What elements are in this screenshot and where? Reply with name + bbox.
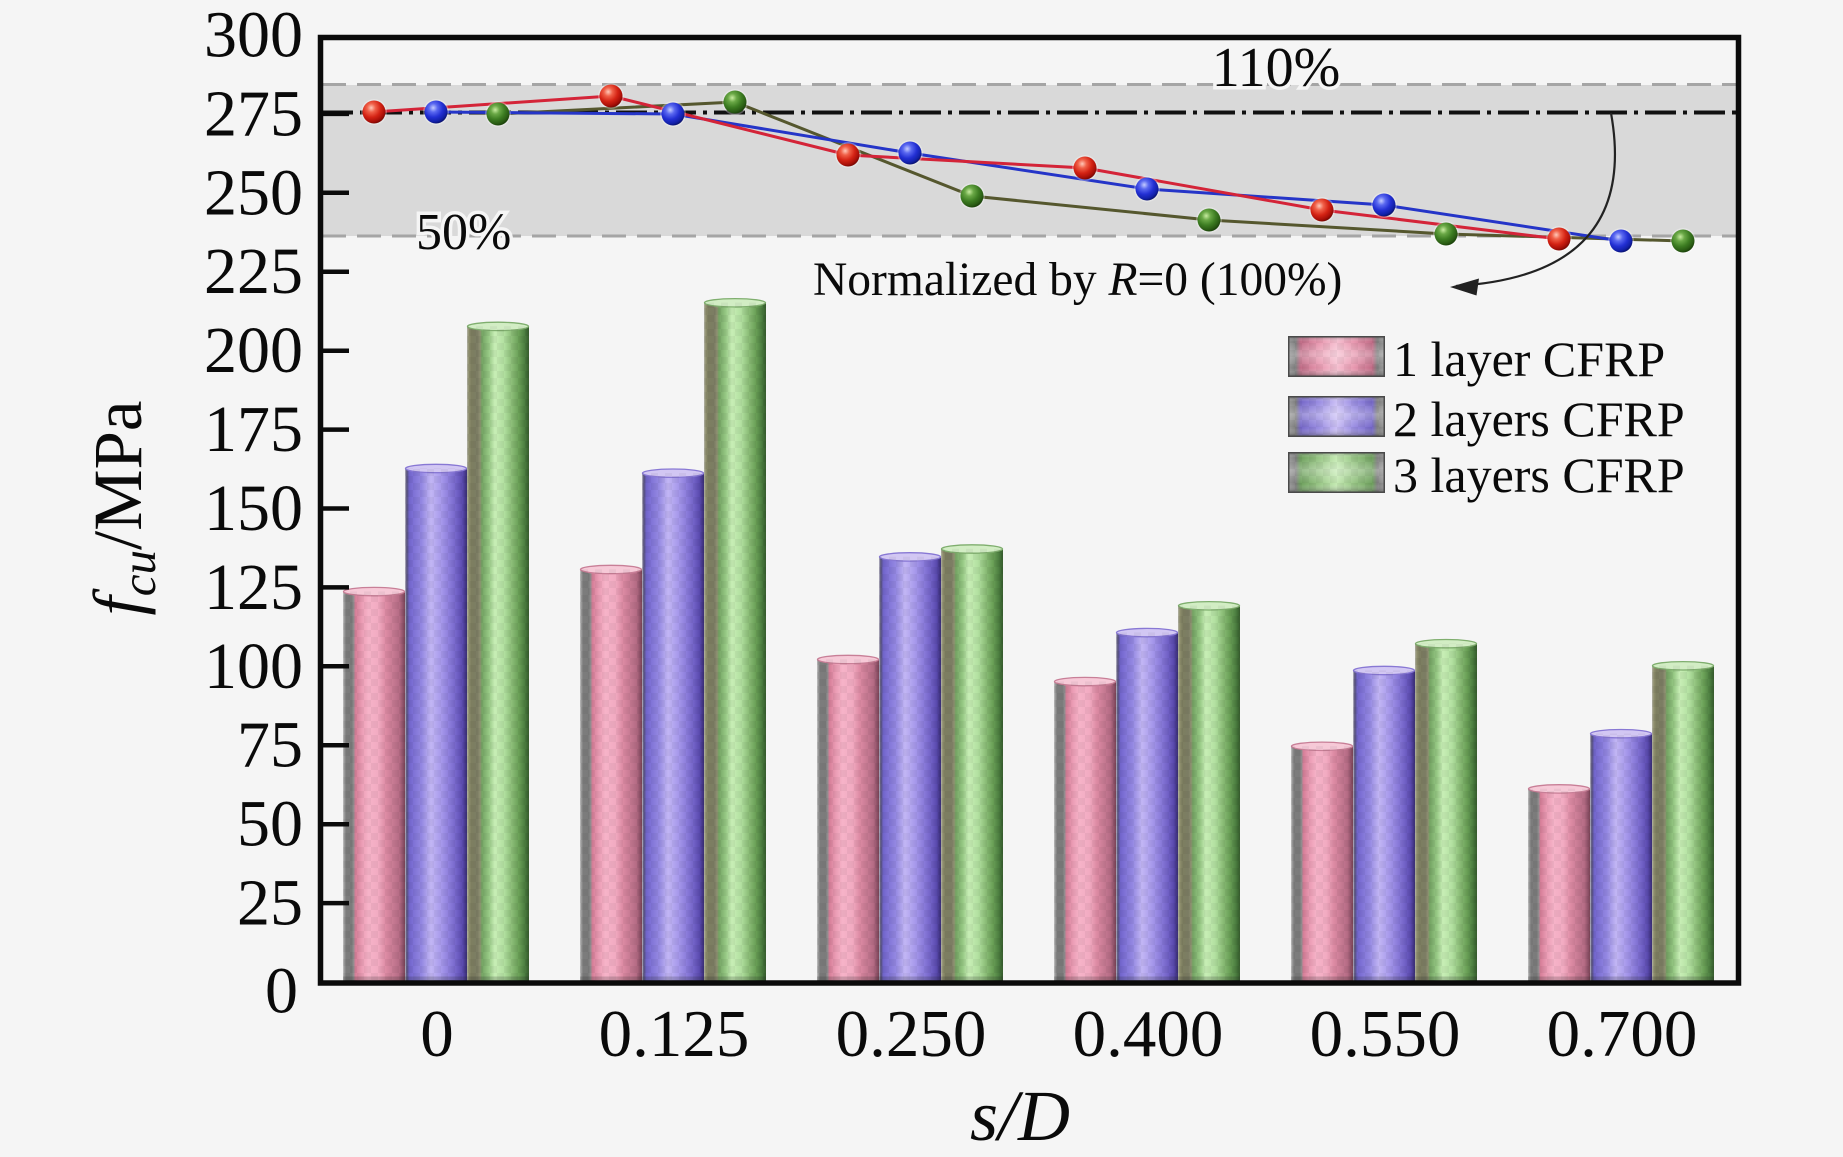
svg-text:0.700: 0.700 (1547, 997, 1698, 1071)
svg-text:275: 275 (204, 77, 303, 150)
svg-text:200: 200 (204, 314, 303, 387)
svg-text:175: 175 (204, 393, 303, 466)
svg-text:110%: 110% (1212, 37, 1341, 99)
svg-text:s/D: s/D (970, 1076, 1070, 1156)
svg-text:0.250: 0.250 (836, 997, 987, 1071)
svg-text:0.400: 0.400 (1073, 997, 1224, 1071)
svg-text:0: 0 (420, 997, 454, 1071)
svg-text:1 layer CFRP: 1 layer CFRP (1393, 331, 1665, 387)
svg-text:0: 0 (265, 955, 298, 1028)
svg-text:75: 75 (237, 709, 303, 782)
svg-text:100: 100 (204, 630, 303, 703)
svg-text:300: 300 (204, 0, 303, 72)
svg-text:0.125: 0.125 (599, 997, 750, 1071)
svg-text:25: 25 (237, 867, 303, 940)
svg-text:50%: 50% (416, 204, 511, 261)
svg-text:3 layers CFRP: 3 layers CFRP (1393, 447, 1685, 503)
svg-text:125: 125 (204, 551, 303, 624)
svg-text:Normalized by R=0 (100%): Normalized by R=0 (100%) (813, 254, 1342, 306)
svg-text:150: 150 (204, 472, 303, 545)
svg-text:2 layers CFRP: 2 layers CFRP (1393, 391, 1685, 447)
svg-text:250: 250 (204, 156, 303, 229)
svg-text:50: 50 (237, 788, 303, 861)
svg-text:0.550: 0.550 (1310, 997, 1461, 1071)
svg-text:225: 225 (204, 235, 303, 308)
